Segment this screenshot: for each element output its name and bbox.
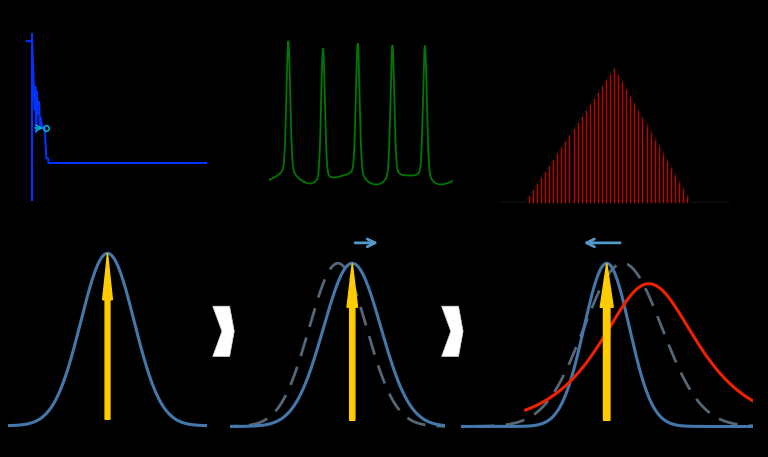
Polygon shape <box>103 253 112 420</box>
Polygon shape <box>601 263 613 420</box>
Polygon shape <box>347 263 358 420</box>
